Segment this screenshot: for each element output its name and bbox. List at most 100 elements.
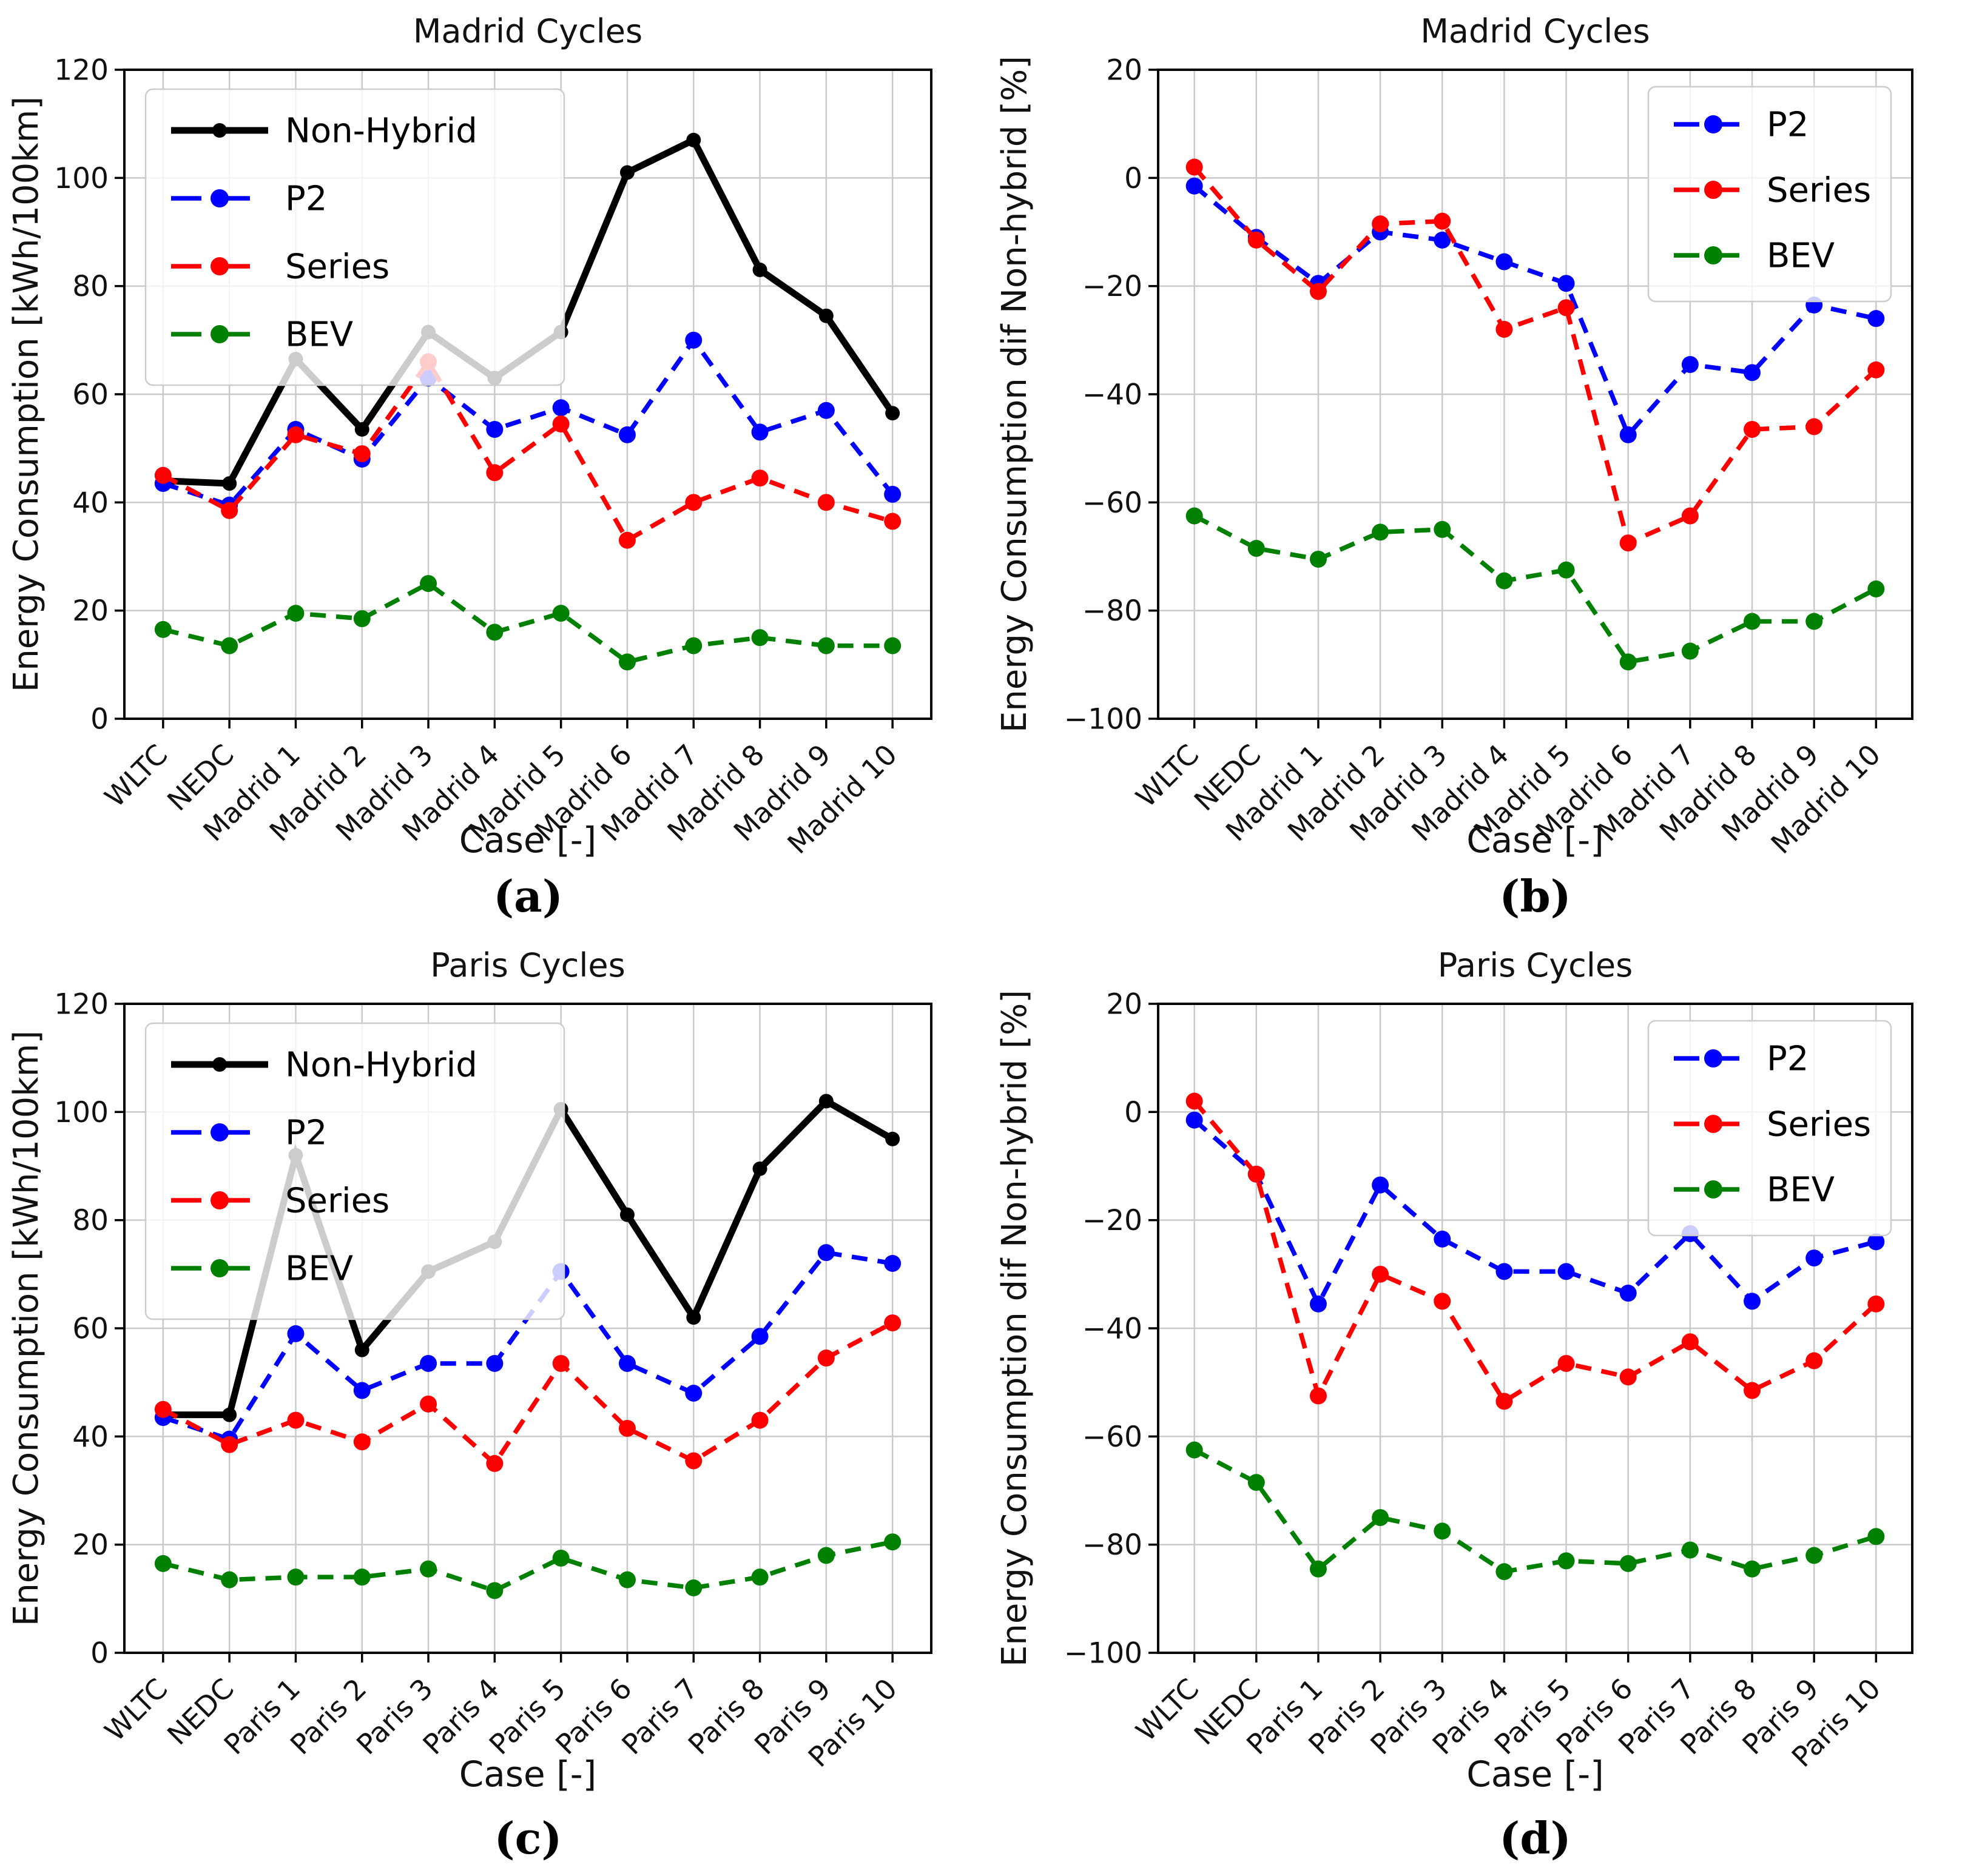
data-point-non-hybrid: [885, 1131, 900, 1146]
data-point-series: [751, 469, 769, 487]
data-point-bev: [1309, 550, 1327, 568]
data-point-bev: [221, 1571, 238, 1589]
data-point-bev: [1619, 653, 1637, 671]
data-point-non-hybrid: [619, 1207, 635, 1222]
panel-paris-energy: 0 20 40 60 80 100 120 WLTC NEDC Paris 1 Paris 2 Par…: [0, 934, 981, 1876]
data-point-series: [817, 1350, 835, 1367]
y-tick-label: 20: [72, 594, 109, 628]
data-point-bev: [1434, 1522, 1451, 1540]
legend-label: Series: [1767, 1105, 1871, 1145]
caption-c: (c): [494, 1812, 562, 1864]
data-point-bev: [486, 1582, 504, 1599]
data-point-non-hybrid: [686, 1310, 701, 1325]
data-point-series: [420, 1395, 437, 1413]
legend-sample-marker: [1704, 181, 1722, 199]
data-point-non-hybrid: [818, 1094, 834, 1109]
legend-box: [144, 1022, 565, 1320]
legend-sample-marker: [212, 1057, 227, 1072]
data-point-series: [618, 531, 636, 549]
data-point-series: [154, 466, 172, 484]
data-point-non-hybrid: [885, 406, 900, 421]
data-point-series: [1681, 507, 1699, 525]
y-tick-label: 120: [54, 53, 109, 87]
y-tick-label: 100: [54, 1096, 109, 1129]
data-point-series: [618, 1419, 636, 1437]
y-tick-label: 20: [1106, 987, 1142, 1021]
y-tick-label: 60: [72, 378, 109, 411]
legend-label: Non-Hybrid: [285, 112, 477, 151]
legend-label: Series: [285, 1182, 389, 1221]
data-point-series: [884, 513, 902, 530]
data-point-series: [1744, 1382, 1761, 1399]
data-point-non-hybrid: [752, 1161, 767, 1176]
data-point-p2: [751, 1328, 769, 1345]
caption-a: (a): [493, 870, 563, 922]
data-point-bev: [817, 637, 835, 654]
data-point-bev: [287, 1568, 305, 1586]
series-line-series: [1192, 166, 1878, 546]
data-point-series: [552, 1354, 570, 1372]
chart-title: Madrid Cycles: [1420, 12, 1650, 50]
y-tick-label: 0: [90, 702, 109, 736]
data-point-bev: [618, 653, 636, 671]
data-point-bev: [1247, 1474, 1265, 1491]
data-point-series: [751, 1411, 769, 1429]
data-point-p2: [1867, 1233, 1885, 1251]
data-point-series: [1434, 212, 1451, 230]
data-point-p2: [1309, 1295, 1327, 1313]
data-point-p2: [884, 1255, 902, 1272]
data-point-series: [221, 1436, 238, 1453]
series-line-series: [162, 1320, 894, 1467]
y-tick-label: −80: [1082, 594, 1142, 628]
data-point-bev: [552, 605, 570, 622]
chart-title: Paris Cycles: [430, 946, 625, 984]
series-line-p2: [1193, 184, 1877, 439]
data-point-series: [1805, 418, 1823, 435]
data-point-bev: [353, 610, 371, 628]
data-point-bev: [1185, 1441, 1203, 1459]
data-point-series: [1805, 1352, 1823, 1370]
data-point-bev: [751, 1568, 769, 1586]
data-point-non-hybrid: [354, 422, 369, 437]
data-point-p2: [1495, 253, 1513, 271]
data-point-bev: [1372, 523, 1389, 541]
data-point-series: [1557, 299, 1575, 317]
legend-label: P2: [285, 1114, 327, 1153]
panel-paris-diff: −100 −80 −60 −40 −20 0 20 WLTC NEDC Paris 1 Paris …: [981, 934, 1962, 1876]
data-point-bev: [1247, 540, 1265, 557]
data-point-bev: [1744, 613, 1761, 630]
data-point-bev: [287, 605, 305, 622]
data-point-p2: [1495, 1263, 1513, 1280]
data-point-bev: [1681, 1541, 1699, 1559]
y-tick-label: −20: [1082, 1204, 1142, 1237]
legend-sample-marker: [211, 257, 229, 275]
data-point-bev: [1372, 1509, 1389, 1527]
data-point-p2: [1434, 1230, 1451, 1248]
data-point-bev: [154, 1555, 172, 1572]
data-point-bev: [1619, 1555, 1637, 1572]
data-point-bev: [685, 637, 703, 654]
legend-label: BEV: [1767, 1171, 1835, 1210]
legend-label: BEV: [285, 1249, 353, 1289]
data-point-bev: [1309, 1560, 1327, 1578]
data-point-series: [486, 464, 504, 482]
legend-sample-marker: [1704, 115, 1722, 133]
x-axis-label: Case [-]: [1466, 819, 1604, 861]
y-tick-label: −40: [1082, 1312, 1142, 1345]
data-point-bev: [1681, 642, 1699, 660]
data-point-bev: [1867, 580, 1885, 597]
data-point-series: [1495, 1393, 1513, 1410]
data-point-bev: [817, 1547, 835, 1564]
y-tick-label: 60: [72, 1312, 109, 1345]
data-point-series: [353, 445, 371, 463]
y-tick-label: −20: [1082, 270, 1142, 303]
series-line-bev: [162, 1539, 893, 1593]
data-point-p2: [1557, 275, 1575, 292]
data-point-series: [685, 1452, 703, 1470]
data-point-series: [1309, 283, 1327, 300]
data-point-series: [1619, 534, 1637, 552]
data-point-p2: [685, 1385, 703, 1402]
data-point-series: [1185, 1092, 1203, 1110]
y-axis-label: Energy Consumption dif Non-hybrid [%]: [995, 56, 1034, 733]
